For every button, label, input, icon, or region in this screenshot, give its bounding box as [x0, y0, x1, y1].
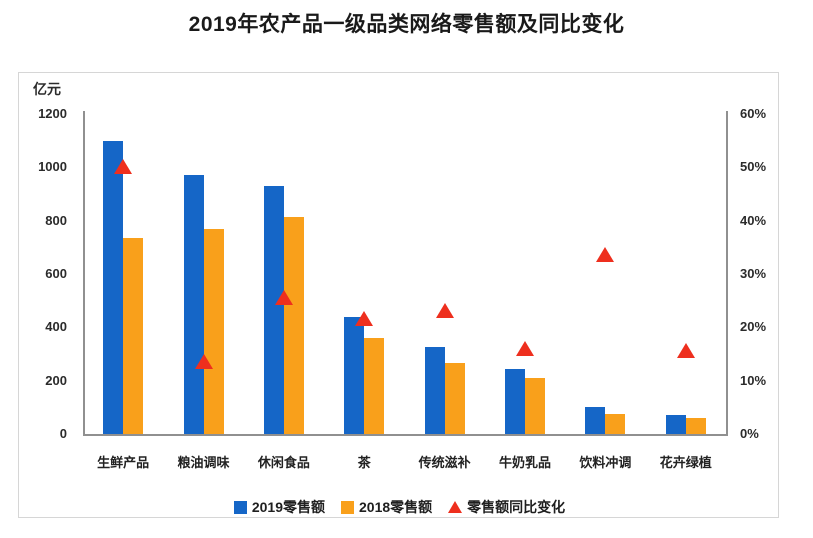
- bar-2019: [344, 316, 365, 434]
- yoy-triangle-marker: [435, 303, 454, 319]
- x-axis-category-label: 粮油调味: [177, 455, 230, 470]
- x-axis-baseline: [83, 434, 728, 436]
- bar-2019: [263, 186, 284, 434]
- left-axis-tick-label: 800: [45, 212, 67, 228]
- left-axis-tick-label: 400: [45, 319, 67, 335]
- bar-2018: [525, 378, 546, 434]
- bar-2019: [103, 140, 124, 434]
- bar-2018: [364, 338, 385, 434]
- left-axis-tick-label: 1000: [38, 159, 67, 175]
- right-y-axis-line: [726, 111, 728, 434]
- bar-2018: [203, 228, 224, 434]
- right-axis-tick-label: 30%: [740, 266, 767, 281]
- bar-2018: [685, 418, 706, 434]
- legend-square-marker: [341, 500, 354, 514]
- x-axis-category-label: 花卉绿植: [659, 455, 712, 470]
- bar-2019: [183, 175, 204, 434]
- x-axis-category-label: 生鲜产品: [97, 455, 150, 470]
- legend-item-label: 零售额同比变化: [467, 499, 566, 515]
- bar-2018: [123, 238, 144, 434]
- bar-2018: [605, 414, 626, 434]
- legend-item: 2018零售额: [341, 497, 432, 517]
- yoy-triangle-marker: [355, 311, 374, 327]
- legend-item: 2019零售额: [233, 497, 325, 517]
- x-axis-category-label: 传统滋补: [418, 455, 471, 470]
- bar-2018: [444, 363, 465, 434]
- yoy-triangle-marker: [274, 290, 293, 305]
- bar-2019: [585, 407, 606, 434]
- right-axis-tick-label: 10%: [740, 372, 767, 388]
- legend-square-marker: [233, 500, 247, 514]
- right-axis-tick-label: 20%: [740, 319, 767, 335]
- left-y-axis-line: [83, 111, 85, 434]
- left-axis-tick-label: 600: [45, 266, 67, 281]
- legend-item: 零售额同比变化: [448, 497, 565, 517]
- bar-2019: [505, 368, 526, 434]
- legend-triangle-marker: [448, 501, 463, 513]
- chart-legend: 2019零售额 2018零售额 零售额同比变化: [19, 497, 780, 517]
- x-axis-category-label: 茶: [357, 455, 371, 470]
- left-axis-tick-label: 0: [59, 426, 67, 441]
- left-axis-tick-label: 200: [45, 372, 67, 388]
- bar-2019: [665, 415, 686, 434]
- right-axis-tick-label: 50%: [740, 159, 767, 175]
- chart-container: 亿元 0 200 400 600 800 1000 1200 0% 10% 20% 30% 40% 50…: [18, 72, 779, 518]
- yoy-triangle-marker: [596, 247, 615, 263]
- plot-area: 0 200 400 600 800 1000 1200 0% 10% 20% 30% 40% 50% 60…: [19, 73, 780, 519]
- left-axis-tick-label: 1200: [38, 106, 67, 121]
- x-axis-category-label: 饮料冲调: [579, 455, 632, 470]
- x-axis-category-label: 牛奶乳品: [499, 455, 552, 470]
- yoy-triangle-marker: [516, 340, 535, 356]
- bar-2019: [424, 347, 445, 434]
- right-axis-tick-label: 60%: [740, 106, 767, 121]
- yoy-triangle-marker: [114, 159, 133, 175]
- right-axis-tick-label: 0%: [740, 426, 759, 441]
- x-axis-category-label: 休闲食品: [257, 455, 310, 470]
- yoy-triangle-marker: [194, 354, 213, 369]
- legend-item-label: 2018零售额: [359, 499, 433, 515]
- left-axis-unit-label: 亿元: [33, 81, 61, 97]
- legend-item-label: 2019零售额: [251, 499, 325, 515]
- bar-2018: [283, 216, 304, 434]
- page-title: 2019年农产品一级品类网络零售额及同比变化: [188, 13, 625, 36]
- right-axis-tick-label: 40%: [740, 212, 767, 228]
- yoy-triangle-marker: [676, 343, 695, 359]
